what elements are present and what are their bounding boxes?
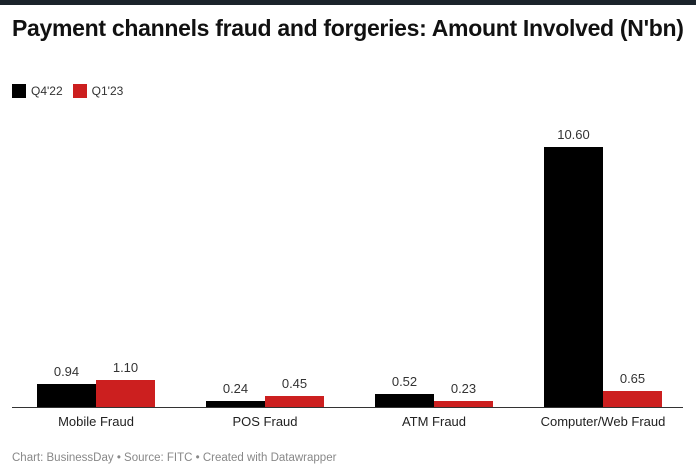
legend-item-q1-23: Q1'23 bbox=[72, 84, 124, 98]
bar-mobile-fraud-q123 bbox=[96, 380, 155, 407]
bar-pos-fraud-q422 bbox=[206, 401, 265, 407]
bar-pos-fraud-q123 bbox=[265, 395, 324, 407]
legend-label: Q1'23 bbox=[91, 84, 124, 98]
bar-value-label: 10.60 bbox=[557, 127, 590, 142]
x-axis-baseline bbox=[12, 407, 683, 408]
bar-value-label: 0.45 bbox=[281, 375, 308, 391]
bar-atm-fraud-q123 bbox=[434, 401, 493, 407]
legend-swatch-q4-22 bbox=[12, 84, 26, 98]
bar-value-label: 0.24 bbox=[222, 381, 249, 397]
x-axis-category-label: Mobile Fraud bbox=[58, 414, 134, 429]
legend: Q4'22 Q1'23 bbox=[12, 84, 133, 98]
bar-value-label: 0.94 bbox=[53, 363, 80, 379]
bar-computer-web-fraud-q123 bbox=[603, 391, 662, 407]
bar-value-label: 0.52 bbox=[391, 374, 418, 390]
chart-title: Payment channels fraud and forgeries: Am… bbox=[12, 15, 684, 41]
bar-value-label: 0.23 bbox=[450, 381, 477, 397]
chart-footer: Chart: BusinessDay • Source: FITC • Crea… bbox=[12, 452, 337, 464]
bar-value-label: 1.10 bbox=[112, 360, 139, 376]
x-axis-category-label: ATM Fraud bbox=[401, 414, 467, 429]
legend-item-q4-22: Q4'22 bbox=[12, 84, 63, 98]
x-axis-category-label: Computer/Web Fraud bbox=[540, 414, 666, 429]
bar-value-label: 0.65 bbox=[619, 371, 646, 387]
bar-mobile-fraud-q422 bbox=[37, 383, 96, 407]
legend-label: Q4'22 bbox=[31, 84, 63, 98]
bar-computer-web-fraud-q422 bbox=[544, 147, 603, 407]
legend-swatch-q1-23 bbox=[72, 84, 87, 98]
top-strip bbox=[0, 0, 696, 5]
x-axis-category-label: POS Fraud bbox=[232, 414, 298, 429]
bar-atm-fraud-q422 bbox=[375, 394, 434, 407]
